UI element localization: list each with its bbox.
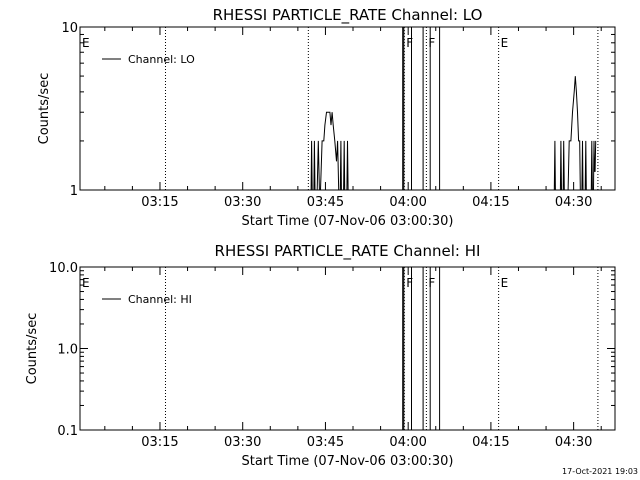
- chart1-legend-label: Channel: LO: [128, 53, 195, 66]
- chart2-x-tick-label: 04:30: [555, 435, 592, 450]
- chart1-event-marker-label: E: [501, 36, 509, 50]
- chart2-title: RHESSI PARTICLE_RATE Channel: HI: [215, 242, 481, 261]
- chart1-x-tick-label: 03:30: [224, 195, 261, 210]
- figure-timestamp: 17-Oct-2021 19:03: [562, 467, 638, 476]
- chart2-event-marker-label: F: [428, 276, 435, 290]
- chart1-title: RHESSI PARTICLE_RATE Channel: LO: [213, 6, 483, 25]
- chart2-y-tick-label: 0.1: [57, 424, 78, 439]
- chart2-x-tick-label: 03:45: [307, 435, 344, 450]
- chart2-y-tick-label: 1.0: [57, 343, 78, 358]
- chart1-x-tick-label: 04:15: [472, 195, 509, 210]
- chart2-x-tick-label: 04:15: [472, 435, 509, 450]
- chart1-x-tick-label: 03:45: [307, 195, 344, 210]
- chart1-x-axis-label: Start Time (07-Nov-06 03:00:30): [242, 214, 454, 229]
- chart2-series-line: [402, 266, 441, 431]
- chart1-y-axis-label: Counts/sec: [37, 73, 52, 145]
- chart1-x-tick-label: 03:15: [141, 195, 178, 210]
- chart2-y-tick-label: 10.0: [49, 261, 78, 276]
- chart2-event-marker-label: F: [406, 276, 413, 290]
- chart1-event-marker-label: F: [406, 36, 413, 50]
- chart1-x-tick-label: 04:30: [555, 195, 592, 210]
- chart2-legend-label: Channel: HI: [128, 293, 192, 306]
- chart1-series-line: [310, 26, 597, 191]
- chart2-x-tick-label: 03:30: [224, 435, 261, 450]
- chart2-plot-frame: [79, 266, 616, 431]
- chart1-event-marker-label: F: [428, 36, 435, 50]
- chart1-event-marker-label: E: [82, 36, 90, 50]
- chart1-x-tick-label: 04:00: [389, 195, 426, 210]
- chart2-x-axis-label: Start Time (07-Nov-06 03:00:30): [242, 454, 454, 469]
- chart2-x-tick-label: 03:15: [141, 435, 178, 450]
- chart1-y-tick-label: 10: [61, 21, 78, 36]
- chart2-event-marker-label: E: [82, 276, 90, 290]
- chart2-y-axis-label: Counts/sec: [25, 313, 40, 385]
- chart1-plot-frame: [79, 26, 616, 191]
- chart2-x-tick-label: 04:00: [389, 435, 426, 450]
- chart1-y-tick-label: 1: [70, 184, 78, 199]
- chart2-event-marker-label: E: [501, 276, 509, 290]
